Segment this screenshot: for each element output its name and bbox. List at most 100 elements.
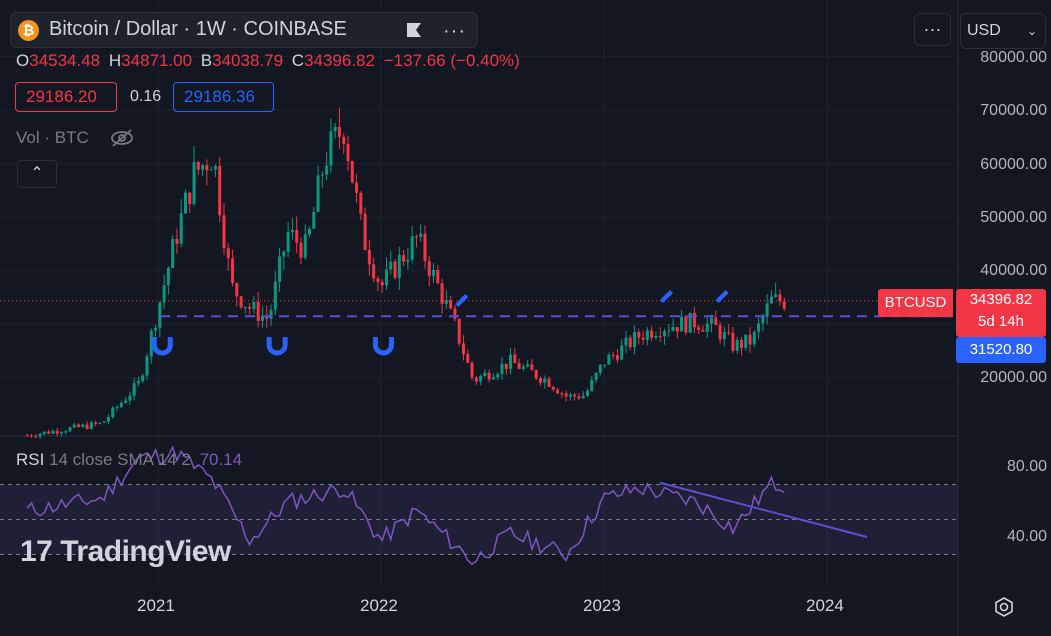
candle-body — [384, 269, 388, 286]
candle-body — [453, 308, 457, 319]
candle-body — [752, 331, 756, 345]
candle — [282, 250, 286, 270]
candle — [389, 250, 393, 275]
candle-body — [42, 431, 46, 434]
candle-body — [179, 213, 183, 244]
flag-icon[interactable] — [405, 21, 423, 39]
candle — [615, 349, 619, 363]
candle-body — [402, 254, 406, 262]
candle — [769, 289, 773, 304]
eye-crossed-icon[interactable] — [110, 128, 134, 148]
candle-body — [675, 327, 679, 332]
magnet-icon — [372, 337, 394, 356]
indicator-value-red: 29186.20 — [15, 82, 117, 112]
candle — [397, 246, 401, 290]
candle-body — [735, 339, 739, 351]
candle — [684, 314, 688, 336]
candle-body — [718, 325, 722, 340]
candle-body — [38, 433, 42, 437]
symbol-title-bar[interactable] — [10, 12, 478, 48]
candle — [226, 243, 230, 271]
candle — [577, 393, 581, 401]
time-axis-label: 2024 — [806, 596, 844, 615]
candle-body — [427, 261, 431, 277]
candle-body — [372, 264, 376, 279]
candle — [782, 297, 786, 312]
more-horizontal-icon[interactable]: ··· — [443, 20, 466, 42]
candle-body — [701, 329, 705, 332]
candle — [89, 420, 93, 430]
candle-body — [517, 363, 521, 369]
symbol-title[interactable]: Bitcoin / Dollar · 1W · COINBASE — [49, 18, 347, 40]
candle — [295, 216, 299, 254]
candle — [778, 289, 782, 306]
candle — [765, 294, 769, 325]
candle — [346, 135, 350, 172]
price-axis-label: 40000.00 — [980, 262, 1047, 279]
candle — [564, 390, 568, 402]
chart-more-button[interactable]: ··· — [914, 13, 951, 46]
candle-body — [213, 166, 217, 170]
collapse-indicators-button[interactable]: ⌃ — [17, 160, 57, 188]
candle — [654, 331, 658, 340]
candle — [620, 339, 624, 361]
candle-body — [132, 383, 136, 396]
candle-body — [526, 364, 530, 367]
candle — [269, 304, 273, 326]
candle — [145, 353, 149, 380]
candle — [278, 247, 282, 292]
candle — [641, 330, 645, 345]
candle — [231, 249, 235, 287]
candle — [658, 327, 662, 342]
change-value: −137.66 (−0.40%) — [383, 51, 520, 70]
rsi-line — [26, 445, 785, 566]
candle — [162, 274, 166, 309]
candle — [128, 391, 132, 405]
candle — [423, 225, 427, 269]
candle — [222, 203, 226, 255]
currency-select[interactable]: USD ⌄ — [960, 13, 1046, 49]
candle-body — [175, 239, 179, 244]
candle — [748, 327, 752, 353]
candle-body — [34, 436, 38, 438]
candles — [25, 107, 786, 439]
bar-countdown: 5d 14h — [978, 313, 1024, 330]
candle — [701, 325, 705, 332]
candle-body — [667, 330, 671, 332]
candle-body — [342, 136, 346, 144]
candle — [444, 290, 448, 309]
candle — [594, 372, 598, 383]
ohlc-readout: O34534.48 H34871.00 B34038.79 C34396.82 … — [16, 51, 520, 70]
candle — [77, 423, 81, 428]
candle — [568, 392, 572, 401]
candle — [59, 431, 63, 437]
candle — [714, 310, 718, 326]
candle-body — [89, 422, 93, 429]
candle — [149, 328, 153, 364]
candle-body — [94, 422, 98, 424]
settings-icon[interactable] — [993, 596, 1015, 618]
candle-body — [51, 430, 55, 434]
candle — [183, 189, 187, 215]
candle-body — [406, 259, 410, 262]
magnet-icon — [151, 337, 173, 356]
candle — [333, 123, 337, 139]
pin-shape — [659, 290, 673, 303]
candle — [735, 336, 739, 354]
candle-body — [30, 435, 34, 437]
candle — [757, 317, 761, 340]
candle-body — [273, 281, 277, 310]
candle — [752, 329, 756, 348]
candle-body — [171, 239, 175, 268]
candle-body — [744, 334, 748, 348]
candle-body — [637, 332, 641, 338]
candle-body — [543, 378, 547, 383]
candle-body — [457, 318, 461, 344]
candle-body — [286, 232, 290, 252]
candle — [380, 279, 384, 293]
candle — [141, 373, 145, 384]
low-value: 34038.79 — [212, 51, 284, 70]
candle — [68, 426, 72, 432]
candle-body — [55, 430, 59, 434]
magnet-icon — [266, 337, 288, 356]
